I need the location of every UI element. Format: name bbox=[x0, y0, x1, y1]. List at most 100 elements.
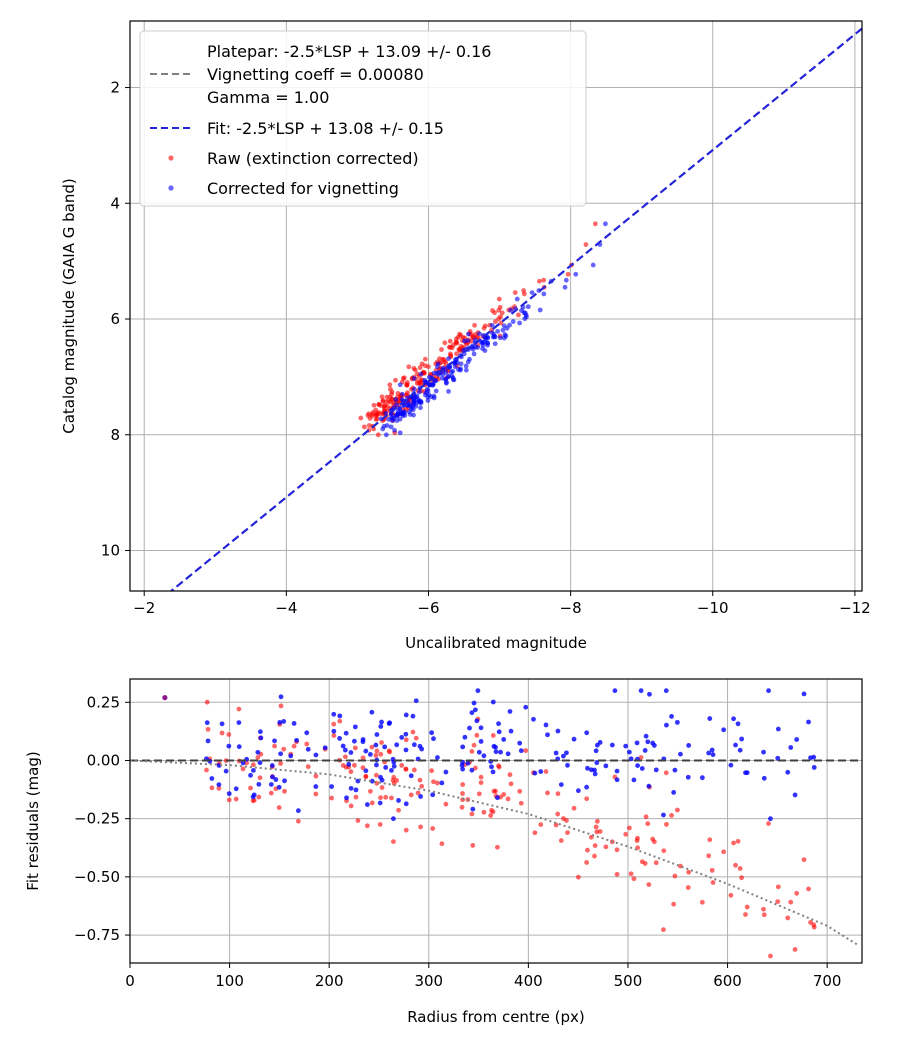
bottom-corrected-point bbox=[276, 784, 282, 790]
bottom-raw-point bbox=[532, 830, 538, 836]
bottom-corrected-point bbox=[295, 808, 301, 814]
top-raw-point bbox=[473, 332, 478, 337]
bottom-corrected-point bbox=[672, 767, 678, 773]
bottom-corrected-point bbox=[209, 776, 215, 781]
bottom-corrected-point bbox=[248, 772, 253, 778]
top-raw-point bbox=[493, 319, 498, 324]
top-corrected-point bbox=[433, 388, 439, 394]
bottom-corrected-point bbox=[588, 767, 594, 773]
bottom-raw-point bbox=[255, 755, 261, 760]
bottom-raw-point bbox=[281, 746, 287, 752]
bottom-reference-lines bbox=[130, 759, 862, 946]
bottom-corrected-point bbox=[664, 722, 669, 728]
legend-raw-label: Raw (extinction corrected) bbox=[207, 149, 419, 168]
bottom-raw-point bbox=[523, 748, 529, 753]
bottom-raw-point bbox=[558, 838, 564, 843]
bottom-raw-point bbox=[584, 860, 590, 865]
bottom-corrected-point bbox=[603, 763, 609, 769]
bottom-corrected-point bbox=[653, 767, 659, 773]
bottom-raw-point bbox=[801, 857, 807, 863]
bottom-raw-point bbox=[256, 794, 262, 800]
top-raw-point bbox=[537, 278, 542, 284]
bottom-corrected-point bbox=[255, 749, 261, 755]
bottom-corrected-point bbox=[373, 742, 379, 748]
top-raw-point bbox=[453, 336, 459, 342]
bottom-raw-point bbox=[226, 732, 232, 737]
bottom-raw-point bbox=[348, 803, 354, 809]
bottom-vignetting-model-line bbox=[130, 759, 858, 946]
bottom-raw-point bbox=[743, 912, 748, 917]
top-corrected-point bbox=[497, 335, 503, 341]
bottom-corrected-point bbox=[408, 773, 414, 779]
bottom-corrected-point bbox=[205, 738, 211, 744]
top-corrected-point bbox=[383, 432, 389, 438]
top-scatter-plot: −2 −4 −6 −8 −10 −12 2 4 6 8 10 Uncalibrated magnit… bbox=[60, 20, 871, 652]
top-raw-point bbox=[512, 290, 518, 296]
top-raw-point bbox=[361, 424, 367, 430]
bottom-xlabel: Radius from centre (px) bbox=[407, 1008, 585, 1026]
bottom-raw-point bbox=[374, 748, 380, 754]
bottom-raw-point bbox=[313, 791, 319, 797]
bottom-corrected-point bbox=[674, 719, 680, 725]
bottom-corrected-point bbox=[669, 714, 674, 719]
bottom-corrected-point bbox=[313, 784, 319, 789]
bottom-corrected-point bbox=[806, 719, 811, 725]
top-corrected-point bbox=[448, 369, 454, 375]
top-raw-point bbox=[373, 412, 379, 417]
bottom-corrected-point bbox=[811, 754, 817, 760]
bottom-corrected-point bbox=[558, 782, 564, 787]
top-corrected-point bbox=[450, 375, 456, 381]
legend-raw-swatch bbox=[168, 155, 174, 161]
bottom-raw-point bbox=[811, 922, 817, 928]
bottom-raw-point bbox=[378, 795, 383, 801]
bottom-corrected-point bbox=[623, 743, 629, 749]
bottom-raw-point bbox=[342, 754, 348, 760]
bottom-raw-point bbox=[672, 873, 678, 879]
top-corrected-point bbox=[457, 367, 463, 373]
bottom-corrected-point bbox=[348, 750, 354, 755]
bottom-raw-point bbox=[417, 777, 423, 783]
bottom-raw-point bbox=[257, 775, 263, 781]
top-corrected-point bbox=[507, 322, 512, 328]
top-raw-point bbox=[454, 351, 459, 357]
bottom-corrected-point bbox=[638, 688, 644, 694]
bottom-corrected-point bbox=[343, 730, 349, 736]
bottom-corrected-point bbox=[678, 751, 683, 757]
bottom-raw-point bbox=[739, 875, 745, 881]
bottom-raw-point bbox=[631, 876, 637, 882]
bottom-raw-point bbox=[594, 829, 600, 835]
top-corrected-point bbox=[411, 402, 417, 408]
bottom-corrected-point bbox=[369, 778, 375, 784]
bottom-corrected-point bbox=[382, 744, 388, 750]
bottom-raw-point bbox=[806, 886, 811, 892]
top-corrected-point bbox=[573, 271, 579, 277]
top-corrected-point bbox=[426, 374, 432, 380]
bottom-raw-point bbox=[635, 835, 640, 841]
top-corrected-point bbox=[517, 320, 522, 326]
top-corrected-point bbox=[393, 397, 399, 402]
bottom-raw-point bbox=[768, 953, 773, 959]
bottom-ytick-label: −0.75 bbox=[74, 926, 120, 944]
bottom-corrected-point bbox=[489, 764, 494, 770]
bottom-corrected-point bbox=[614, 768, 620, 774]
bottom-corrected-point bbox=[474, 718, 480, 724]
top-corrected-point bbox=[443, 380, 449, 386]
top-corrected-point bbox=[482, 348, 488, 353]
bottom-raw-point bbox=[495, 844, 500, 850]
top-corrected-point bbox=[590, 262, 596, 268]
bottom-raw-point bbox=[653, 860, 659, 866]
bottom-raw-point bbox=[233, 796, 239, 802]
top-corrected-point bbox=[489, 322, 495, 328]
bottom-corrected-point bbox=[496, 729, 502, 735]
top-fit-lines bbox=[169, 27, 862, 591]
bottom-raw-point bbox=[276, 805, 282, 810]
bottom-corrected-point bbox=[523, 704, 529, 710]
bottom-raw-point bbox=[410, 729, 416, 735]
legend-box bbox=[139, 30, 587, 207]
bottom-raw-point bbox=[685, 885, 691, 890]
top-corrected-point bbox=[446, 373, 452, 379]
bottom-corrected-point bbox=[363, 748, 369, 754]
top-corrected-point bbox=[485, 342, 490, 348]
legend-platepar-line3: Gamma = 1.00 bbox=[207, 88, 329, 107]
bottom-corrected-point bbox=[331, 711, 337, 717]
